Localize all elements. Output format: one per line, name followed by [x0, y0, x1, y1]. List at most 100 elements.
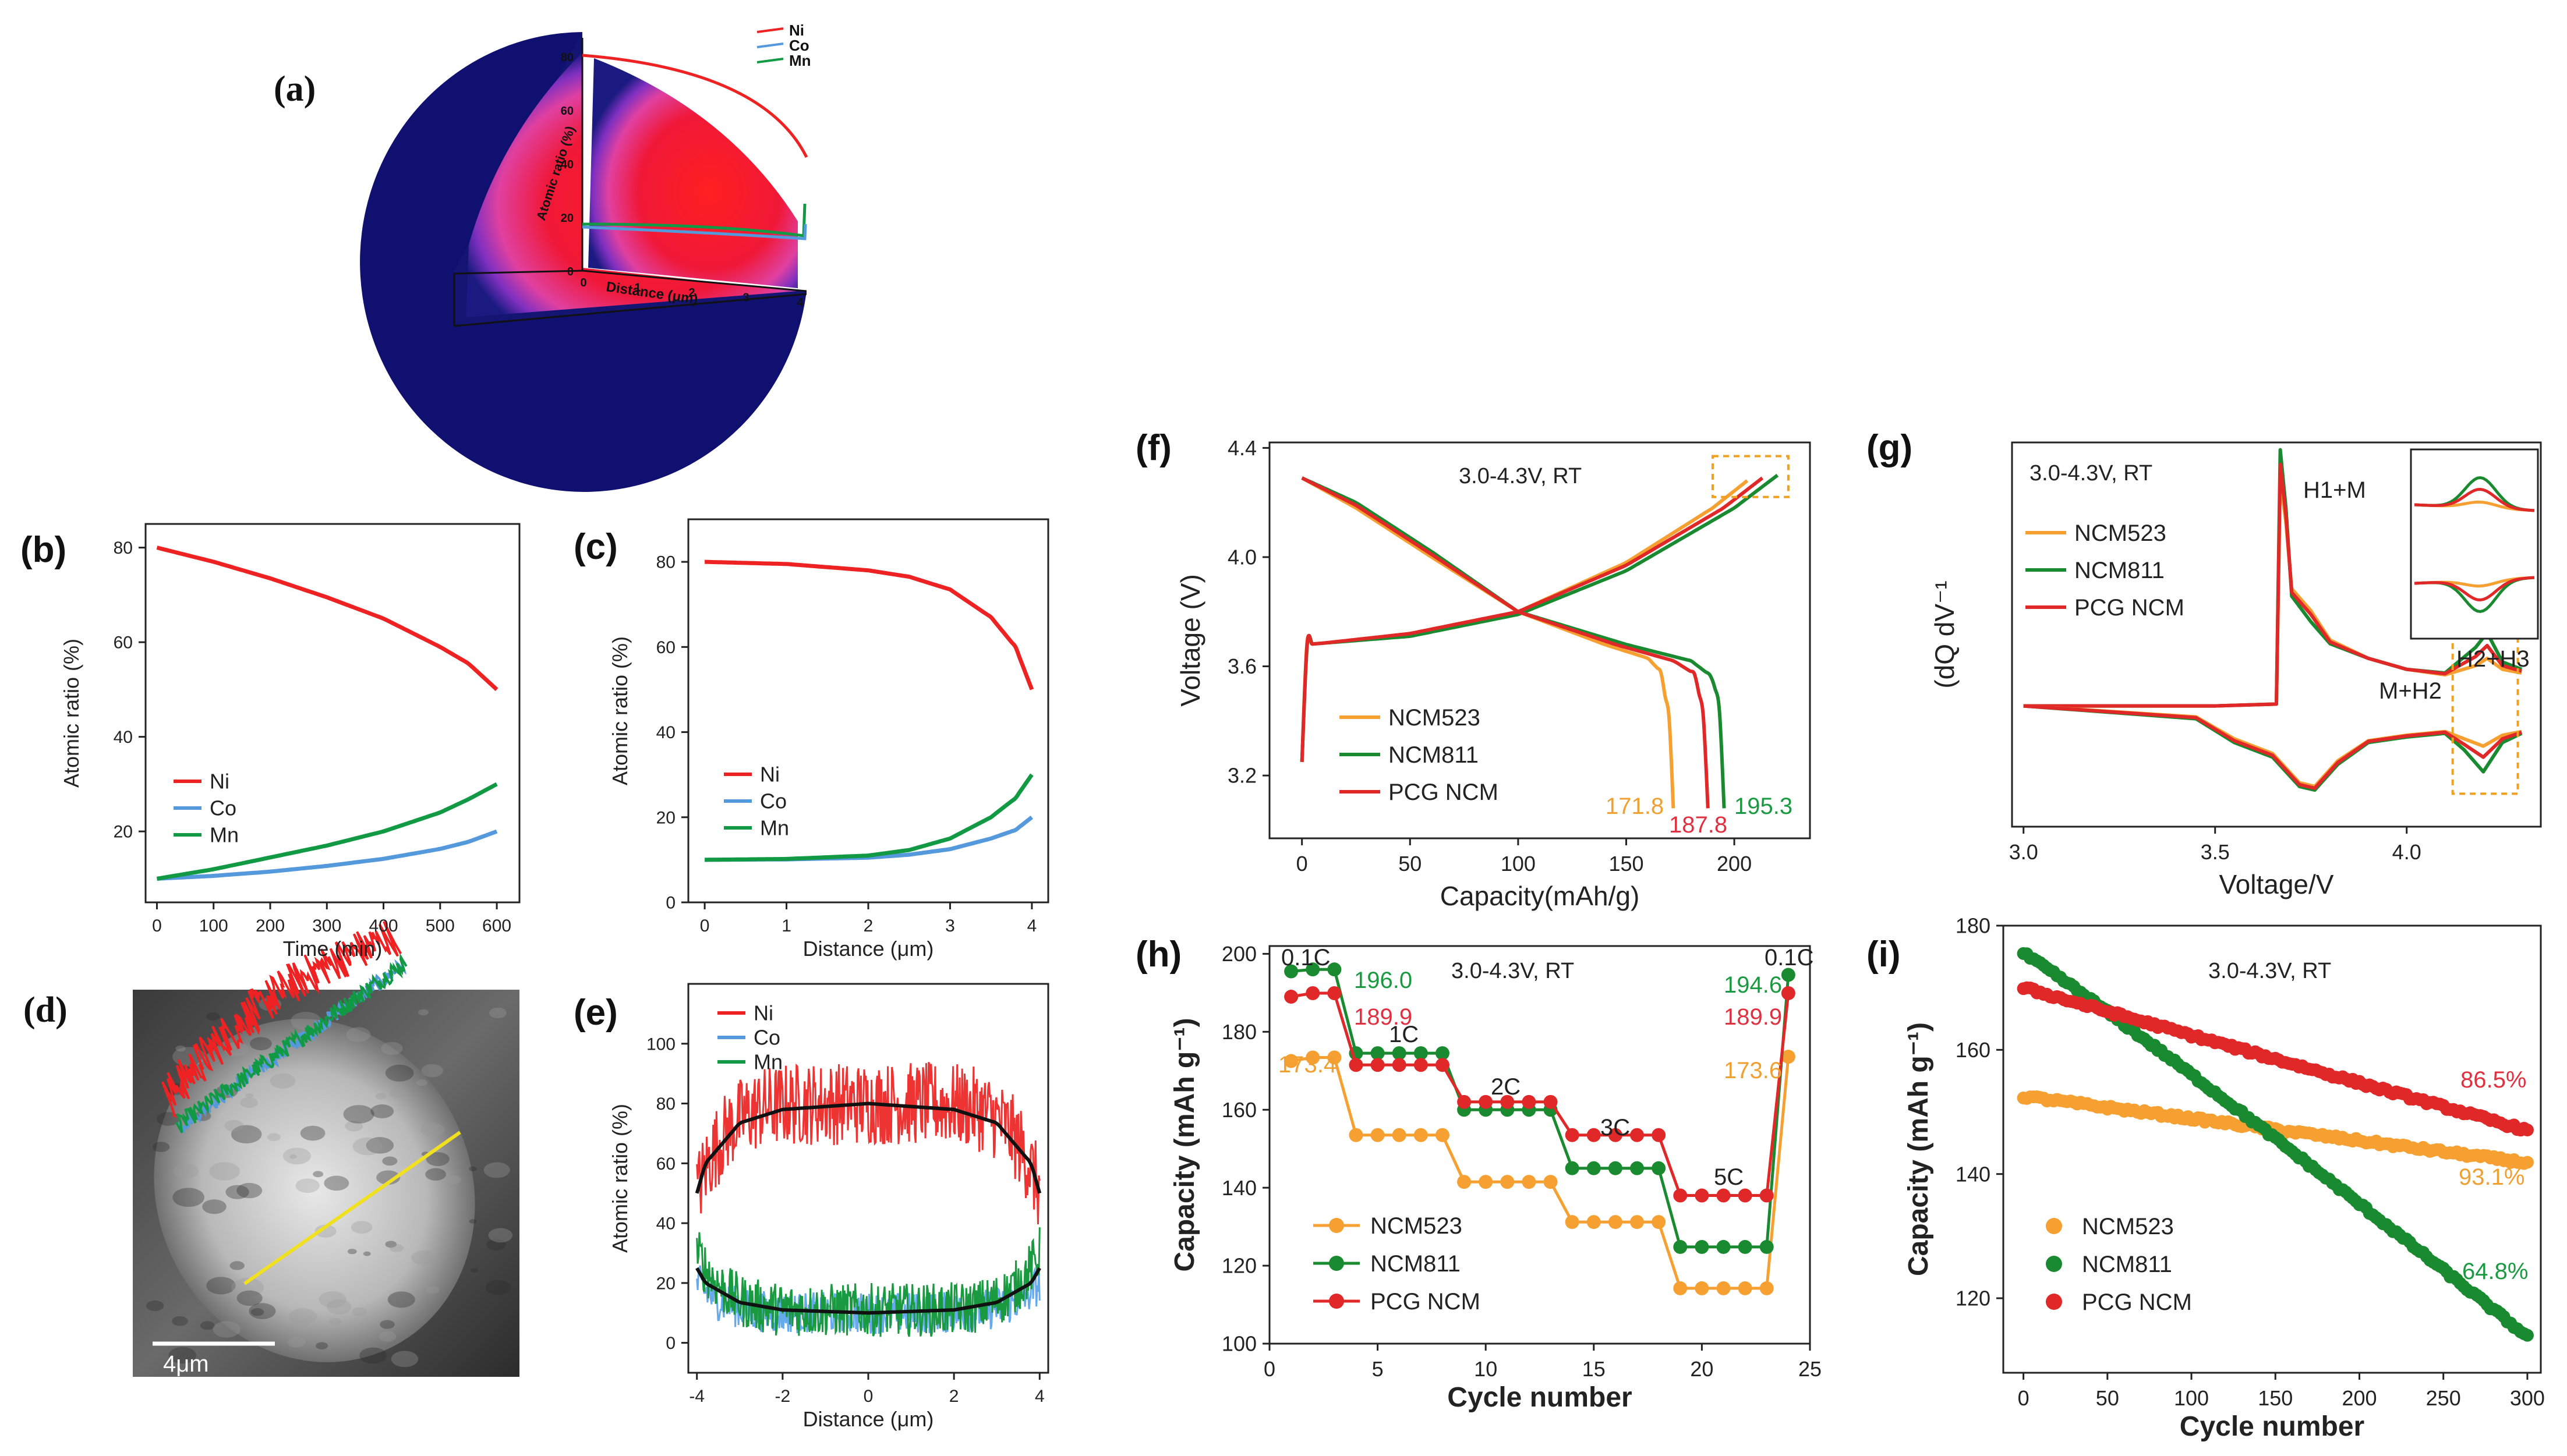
chart-b: 0 100 200 300 400 500 600 20 40 60 80 Time (min) Ato…	[20, 523, 521, 961]
sem-grain	[249, 1303, 276, 1319]
y-tick-label: 40	[656, 723, 676, 742]
x-tick-label: 25	[1798, 1357, 1822, 1381]
x-tick-label: 2	[864, 916, 874, 936]
x-tick-label: 50	[2096, 1386, 2119, 1410]
y-tick-label: 200	[1222, 942, 1257, 966]
dqdv-curve	[2023, 704, 2523, 792]
sem-grain	[250, 1037, 272, 1051]
sem-grain	[391, 1351, 419, 1368]
sem-grain	[231, 1277, 264, 1298]
sem-linescan-trace	[175, 953, 408, 1133]
y-tick-label: 3.6	[1228, 654, 1257, 678]
rate-label: 3C	[1600, 1115, 1630, 1140]
y-tick-label: 180	[1956, 914, 1990, 938]
rate-point	[1586, 1128, 1601, 1142]
sphere-x-tick-label: 1	[634, 282, 641, 295]
rate-point	[1695, 1281, 1709, 1295]
legend-label: Co	[210, 796, 236, 820]
sem-grain	[236, 1182, 263, 1199]
dqdv-curve	[2023, 462, 2522, 708]
rate-point	[1349, 1058, 1363, 1072]
panel-label-a: (a)	[274, 69, 316, 109]
sphere-shell	[360, 32, 807, 492]
x-tick-label: -4	[689, 1387, 705, 1406]
rate-point	[1457, 1094, 1472, 1109]
value-label-ncm811: 195.3	[1734, 793, 1792, 819]
y-tick-label: 20	[656, 808, 676, 827]
legend-label: Co	[760, 789, 787, 813]
rate-point	[1781, 986, 1795, 1001]
sem-grain	[381, 1041, 403, 1055]
series-line-ni	[156, 545, 498, 691]
sem-grain	[300, 1125, 326, 1141]
value-label-pcg: 187.8	[1669, 812, 1727, 838]
y-tick-label: 20	[656, 1274, 676, 1293]
y-axis-title: (dQ dV⁻¹	[1929, 580, 1960, 688]
chart-annotation: 3.0-4.3V, RT	[2029, 461, 2152, 486]
y-tick-label: 80	[656, 1094, 676, 1114]
inset-curve-discharge	[2414, 576, 2535, 602]
plot-frame	[1268, 441, 1811, 839]
sem-grain	[313, 1171, 324, 1178]
x-axis-title: Cycle number	[1447, 1382, 1632, 1413]
sem-grain	[351, 1221, 373, 1234]
sem-grain	[411, 1250, 436, 1266]
sem-grain	[469, 1166, 477, 1171]
panel-label: (g)	[1866, 428, 1912, 468]
x-tick-label: 0	[1264, 1357, 1275, 1381]
sem-grain	[485, 1280, 511, 1295]
legend-label: Co	[754, 1026, 780, 1050]
sphere-x-tick-label: 4	[797, 296, 804, 309]
y-tick-label: 120	[1956, 1287, 1990, 1310]
rate-point	[1608, 1215, 1622, 1230]
rate-point	[1392, 1058, 1406, 1072]
voltage-curve	[1300, 479, 1749, 762]
rate-point	[1781, 1050, 1795, 1064]
sphere-legend-swatch	[756, 27, 784, 33]
rate-point	[1370, 1058, 1385, 1072]
legend-label: NCM523	[1388, 705, 1480, 731]
y-axis-title: Capacity (mAh g⁻¹)	[1169, 1018, 1200, 1271]
rate-point	[1652, 1215, 1666, 1230]
sem-grain	[469, 1219, 477, 1224]
x-tick-label: 600	[482, 916, 511, 936]
rate-point	[1781, 968, 1795, 982]
rate-point	[1608, 1128, 1622, 1142]
y-tick-label: 100	[1222, 1332, 1257, 1356]
rate-point	[1327, 1050, 1342, 1065]
sem-grain	[200, 1321, 215, 1330]
y-tick-label: 20	[114, 823, 133, 842]
rate-point	[1565, 1128, 1579, 1142]
y-axis-title: Atomic ratio (%)	[59, 639, 83, 788]
rate-value-label: 189.9	[1724, 1004, 1782, 1030]
sem-grain	[486, 1239, 506, 1250]
series-line-co	[157, 829, 498, 881]
rate-point	[1673, 1188, 1688, 1203]
y-axis-title: Voltage (V)	[1175, 574, 1205, 707]
rate-point	[1738, 1281, 1752, 1295]
rate-point	[1759, 1281, 1774, 1295]
rate-point	[1695, 1239, 1709, 1254]
sem-grain	[231, 1125, 262, 1144]
x-tick-label: 0	[700, 916, 710, 936]
sphere-x-tick-label: 2	[688, 286, 695, 299]
retention-label-pcg: 86.5%	[2460, 1067, 2526, 1093]
panel-d-sem-image: 4μm	[133, 920, 519, 1377]
plot-frame	[687, 518, 1049, 904]
sem-grain	[324, 1175, 349, 1191]
rate-value-label: 189.9	[1354, 1004, 1412, 1030]
rate-point	[1543, 1175, 1558, 1189]
legend-label: NCM811	[2082, 1252, 2172, 1277]
sem-grain	[346, 1027, 371, 1042]
chart-h: 0 5 10 15 20 25 100 120 140 160 180 200 Cycle number…	[1136, 934, 1822, 1413]
rate-point	[1349, 1128, 1363, 1142]
sem-grain	[152, 1142, 170, 1152]
rate-point	[1586, 1215, 1601, 1230]
sem-grain	[388, 1292, 414, 1308]
sem-grain	[488, 1228, 513, 1243]
y-axis-title: Atomic ratio (%)	[608, 636, 632, 785]
legend-label: NCM811	[1370, 1251, 1461, 1277]
x-tick-label: 20	[1690, 1357, 1713, 1381]
legend-label: NCM523	[2074, 520, 2166, 546]
